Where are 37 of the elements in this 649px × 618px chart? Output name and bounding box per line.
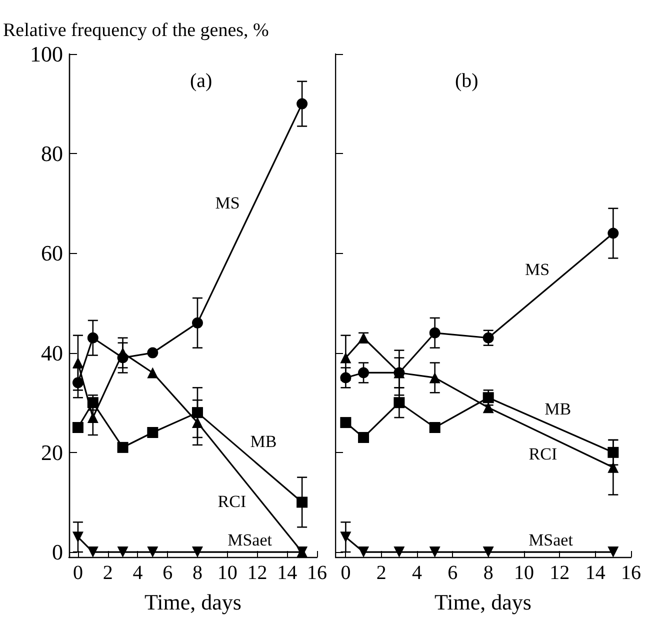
x-tick-label: 14 xyxy=(585,562,606,584)
y-tick-label: 80 xyxy=(41,141,63,166)
y-tick-label: 40 xyxy=(41,340,63,366)
text: (a) xyxy=(190,70,212,92)
x-tick-label: 0 xyxy=(72,562,83,584)
series-label: MSaet xyxy=(228,530,272,550)
x-axis-title: Time, days xyxy=(144,590,242,614)
series-label: MSaet xyxy=(528,530,574,550)
x-tick-label: 6 xyxy=(448,562,458,584)
x-tick-label: 4 xyxy=(132,562,143,584)
series-label: MS xyxy=(215,193,240,212)
x-tick-label: 12 xyxy=(247,562,268,584)
y-tick-label: 20 xyxy=(41,440,63,465)
y-tick-label: 100 xyxy=(30,42,63,66)
x-tick-label: 4 xyxy=(412,562,422,584)
series-label: RCI xyxy=(528,444,558,464)
x-tick-label: 8 xyxy=(192,562,202,584)
x-tick-label: 12 xyxy=(550,562,570,584)
text: (b) xyxy=(455,70,478,92)
x-tick-label: 2 xyxy=(376,562,386,584)
x-tick-label: 14 xyxy=(277,562,298,584)
x-axis-title: Time, days xyxy=(434,590,532,614)
y-tick-label: 0 xyxy=(52,540,63,565)
y-tick-label: 60 xyxy=(41,240,63,266)
x-tick-label: 10 xyxy=(514,562,534,584)
series-label: MB xyxy=(250,432,277,451)
series-label: RCI xyxy=(218,492,246,512)
x-tick-label: 10 xyxy=(217,562,238,584)
x-tick-label: 16 xyxy=(307,562,327,584)
x-tick-label: 2 xyxy=(102,562,113,584)
series-label: MS xyxy=(524,260,550,279)
x-tick-label: 6 xyxy=(162,562,173,584)
x-tick-label: 16 xyxy=(621,562,641,584)
x-tick-label: 0 xyxy=(340,562,351,584)
x-tick-label: 8 xyxy=(483,562,494,584)
series-label: MB xyxy=(544,399,572,418)
y-axis-title: Relative frequency of the genes, % xyxy=(3,20,270,41)
